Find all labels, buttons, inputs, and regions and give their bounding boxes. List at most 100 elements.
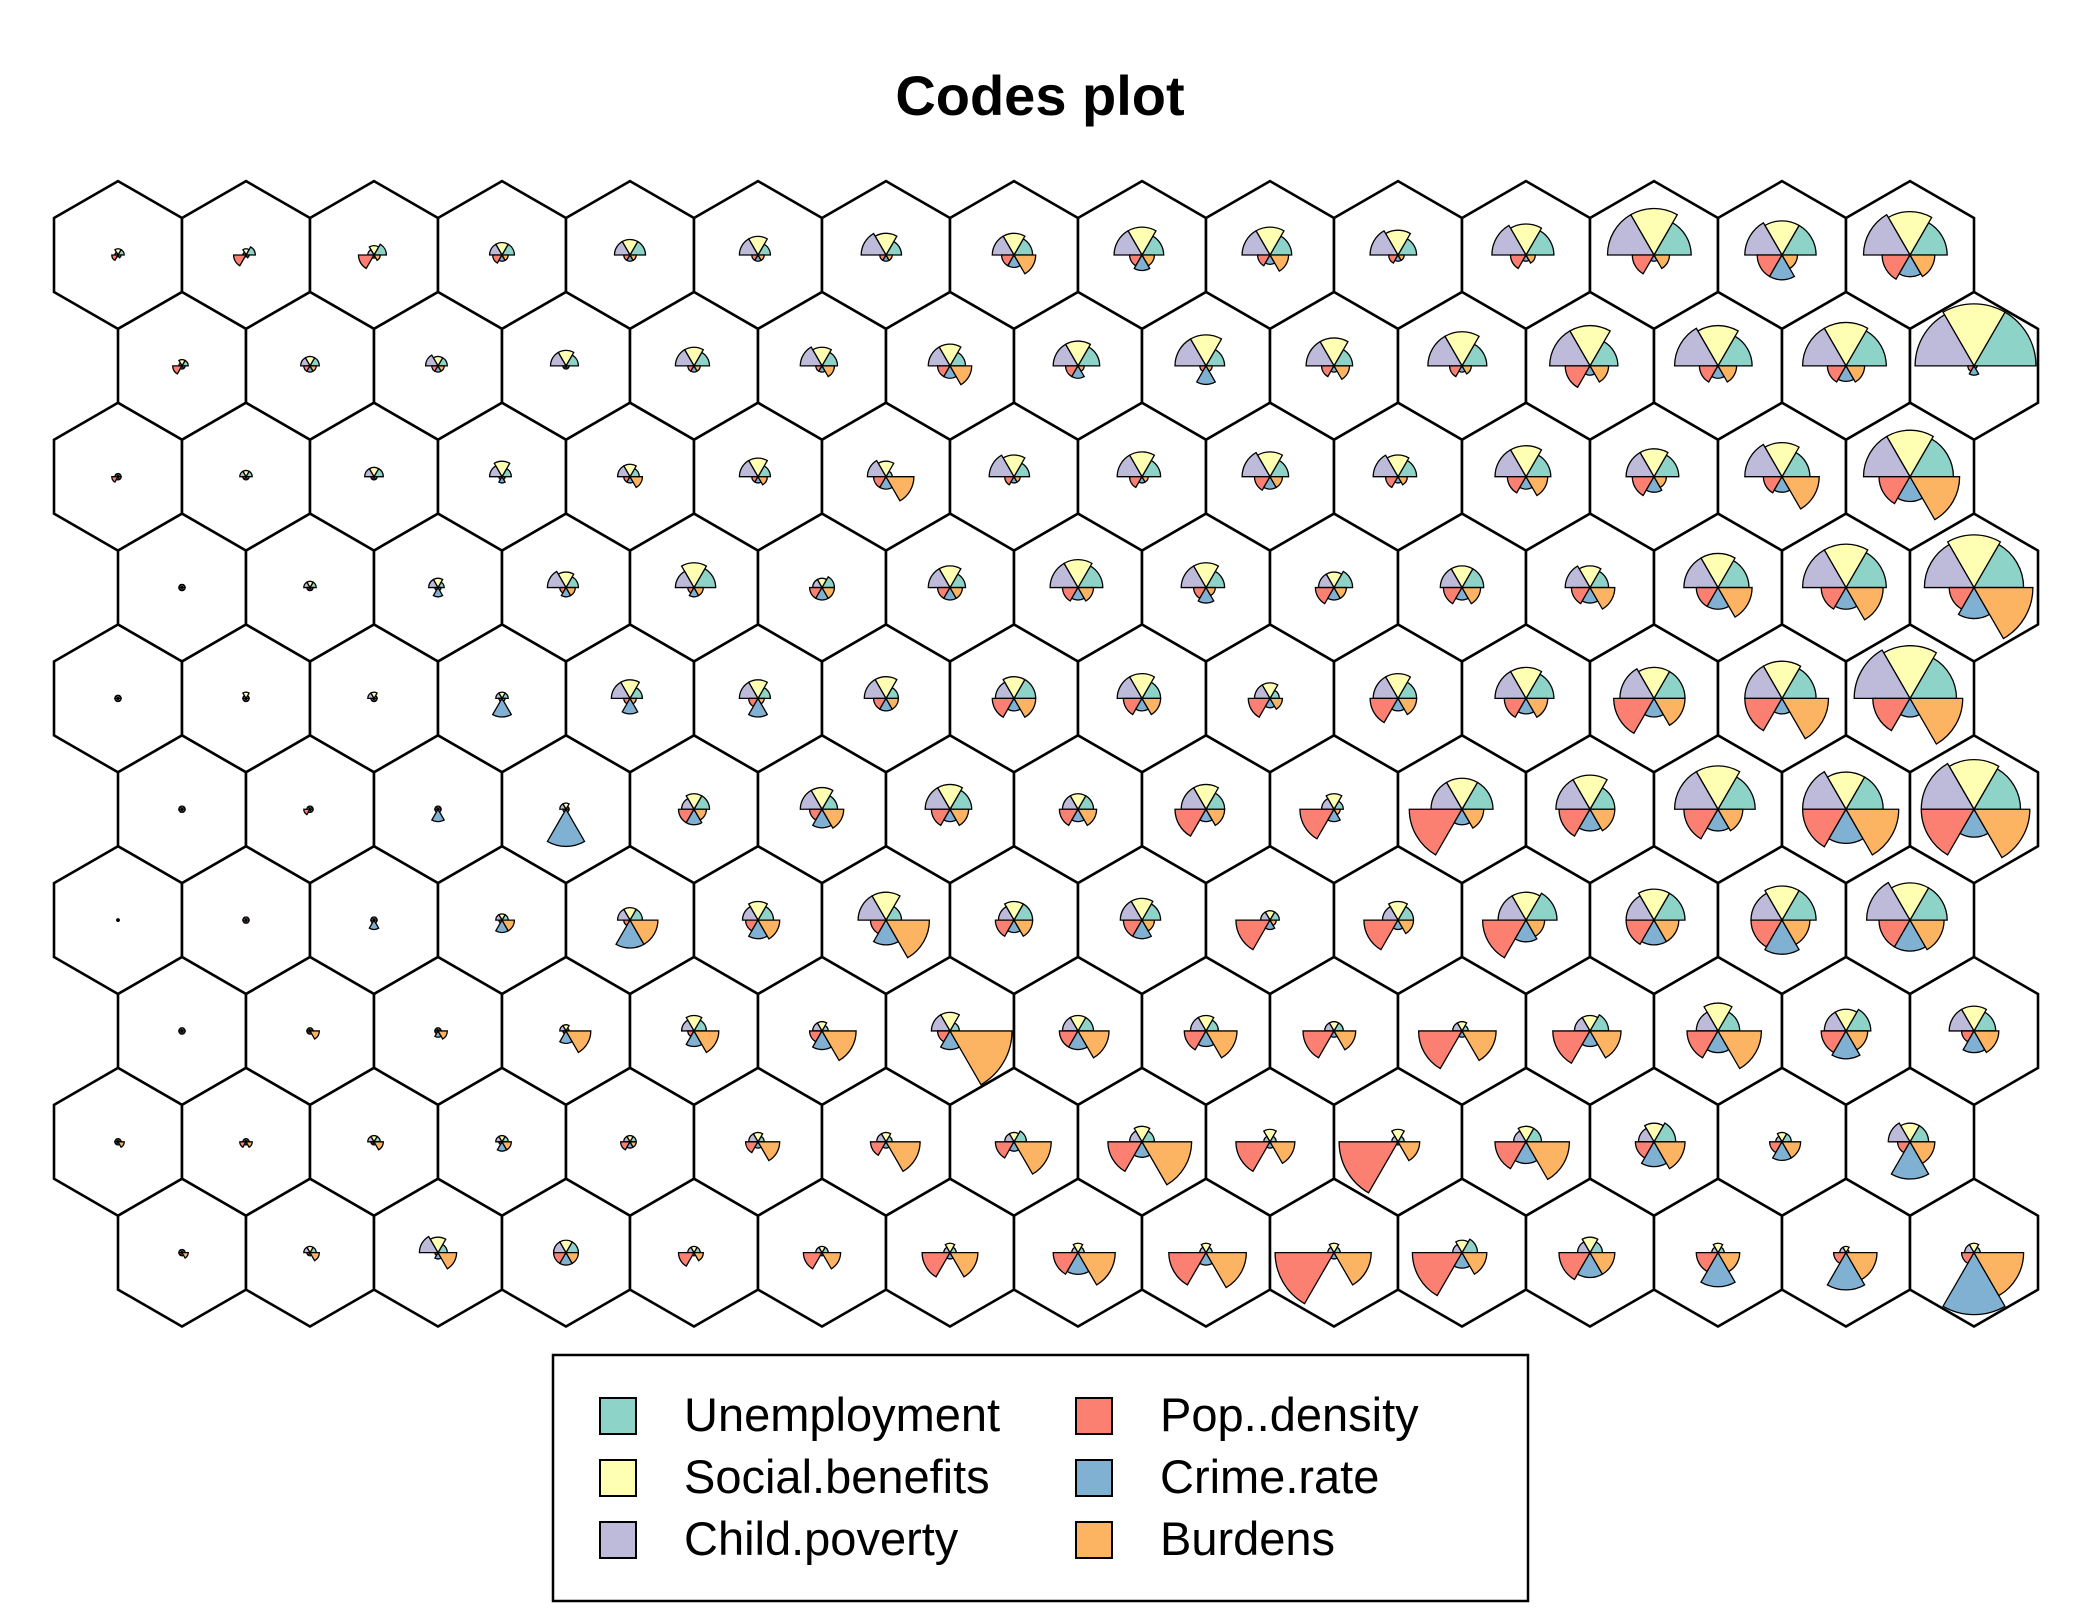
som-unit	[692, 401, 824, 553]
som-unit	[1076, 622, 1208, 774]
segment-pop-density	[1314, 586, 1336, 605]
legend-box	[551, 1353, 1530, 1603]
segment-pop-density	[1683, 808, 1720, 840]
segment-burdens	[1396, 1141, 1421, 1162]
som-unit	[1396, 290, 1528, 442]
legend-swatch	[599, 1521, 637, 1559]
segment-burdens	[948, 808, 970, 827]
segment-child-poverty	[616, 465, 632, 478]
segment-social-benefits	[685, 1014, 703, 1033]
segment-pop-density	[303, 808, 312, 816]
segment-crime-rate	[621, 697, 639, 715]
segment-social-benefits	[1637, 888, 1671, 922]
segment-burdens	[1844, 808, 1900, 856]
segment-child-poverty	[1564, 565, 1592, 589]
segment-child-poverty	[424, 354, 440, 367]
segment-burdens	[1908, 1141, 1936, 1165]
segment-burdens	[372, 919, 378, 924]
legend-swatch	[1075, 1459, 1113, 1497]
segment-pop-density	[1509, 254, 1528, 270]
segment-social-benefits	[1942, 303, 2006, 368]
segment-burdens	[1844, 1252, 1878, 1281]
segment-crime-rate	[1131, 918, 1153, 940]
segment-pop-density	[1299, 808, 1336, 840]
segment-pop-density	[1058, 808, 1080, 827]
som-unit	[1332, 401, 1464, 553]
som-unit	[1076, 179, 1208, 331]
segment-social-benefits	[1003, 900, 1025, 922]
segment-child-poverty	[495, 1135, 504, 1143]
segment-child-poverty	[559, 1024, 568, 1032]
som-unit	[1908, 1177, 2040, 1329]
segment-pop-density	[1004, 476, 1016, 486]
legend-swatch	[599, 1397, 637, 1435]
segment-child-poverty	[857, 895, 888, 921]
segment-pop-density	[802, 1252, 824, 1270]
segment-pop-density	[1448, 365, 1464, 378]
segment-pop-density	[1801, 808, 1848, 848]
segment-child-poverty	[1948, 1008, 1976, 1032]
segment-burdens	[884, 697, 900, 711]
segment-burdens	[1012, 1141, 1052, 1175]
segment-social-benefits	[1200, 1242, 1212, 1254]
segment-crime-rate	[1195, 364, 1217, 386]
som-unit	[820, 401, 952, 553]
segment-burdens	[564, 586, 576, 597]
segment-pop-density	[1920, 808, 1976, 856]
segment-child-poverty	[1174, 338, 1208, 367]
segment-pop-density	[1820, 586, 1848, 610]
segment-child-poverty	[1801, 327, 1848, 367]
segment-pop-density	[1625, 919, 1656, 946]
segment-social-benefits	[368, 245, 380, 257]
som-unit	[1588, 179, 1720, 331]
som-unit	[1780, 733, 1912, 885]
segment-crime-rate	[747, 697, 769, 718]
segment-burdens	[1780, 919, 1811, 946]
segment-social-benefits	[1882, 645, 1938, 700]
segment-social-benefits	[1517, 1125, 1535, 1144]
segment-child-poverty	[1049, 562, 1080, 589]
som-unit	[1204, 1066, 1336, 1218]
segment-unemployment	[1972, 768, 2022, 810]
segment-burdens	[1204, 1030, 1238, 1059]
segment-burdens	[372, 254, 381, 262]
som-unit	[1140, 290, 1272, 442]
segment-burdens	[820, 1030, 857, 1062]
segment-burdens	[1012, 697, 1037, 719]
segment-social-benefits	[1133, 1125, 1151, 1144]
som-unit	[436, 401, 568, 553]
segment-burdens	[884, 1141, 921, 1173]
segment-child-poverty	[1744, 443, 1784, 478]
segment-social-benefits	[1581, 1236, 1599, 1254]
segment-burdens	[180, 1030, 186, 1035]
som-unit	[948, 401, 1080, 553]
segment-pop-density	[677, 1252, 696, 1267]
segment-burdens	[1652, 254, 1671, 270]
segment-burdens	[1972, 365, 1978, 370]
segment-child-poverty	[991, 235, 1016, 256]
som-unit	[1524, 955, 1656, 1107]
segment-social-benefits	[1643, 1122, 1665, 1144]
som-unit	[372, 290, 504, 442]
segment-child-poverty	[1369, 229, 1400, 256]
segment-burdens	[1332, 365, 1351, 381]
legend-item: Social.benefits	[599, 1450, 990, 1503]
segment-burdens	[1588, 365, 1610, 383]
segment-burdens	[1972, 586, 2034, 640]
segment-child-poverty	[364, 467, 376, 478]
segment-pop-density	[1506, 476, 1528, 494]
segment-pop-density	[239, 1141, 248, 1149]
legend-swatch	[599, 1459, 637, 1497]
segment-child-poverty	[1494, 448, 1528, 478]
segment-child-poverty	[239, 470, 248, 478]
som-unit	[1716, 179, 1848, 331]
segment-child-poverty	[610, 681, 632, 700]
segment-child-poverty	[613, 240, 632, 256]
segment-child-poverty	[741, 905, 760, 921]
legend-item: Child.poverty	[599, 1512, 959, 1565]
segment-child-poverty	[495, 692, 504, 700]
segment-social-benefits	[1328, 1242, 1340, 1254]
segment-crime-rate	[1514, 918, 1538, 943]
segment-child-poverty	[799, 346, 824, 367]
segment-burdens	[564, 1030, 592, 1054]
